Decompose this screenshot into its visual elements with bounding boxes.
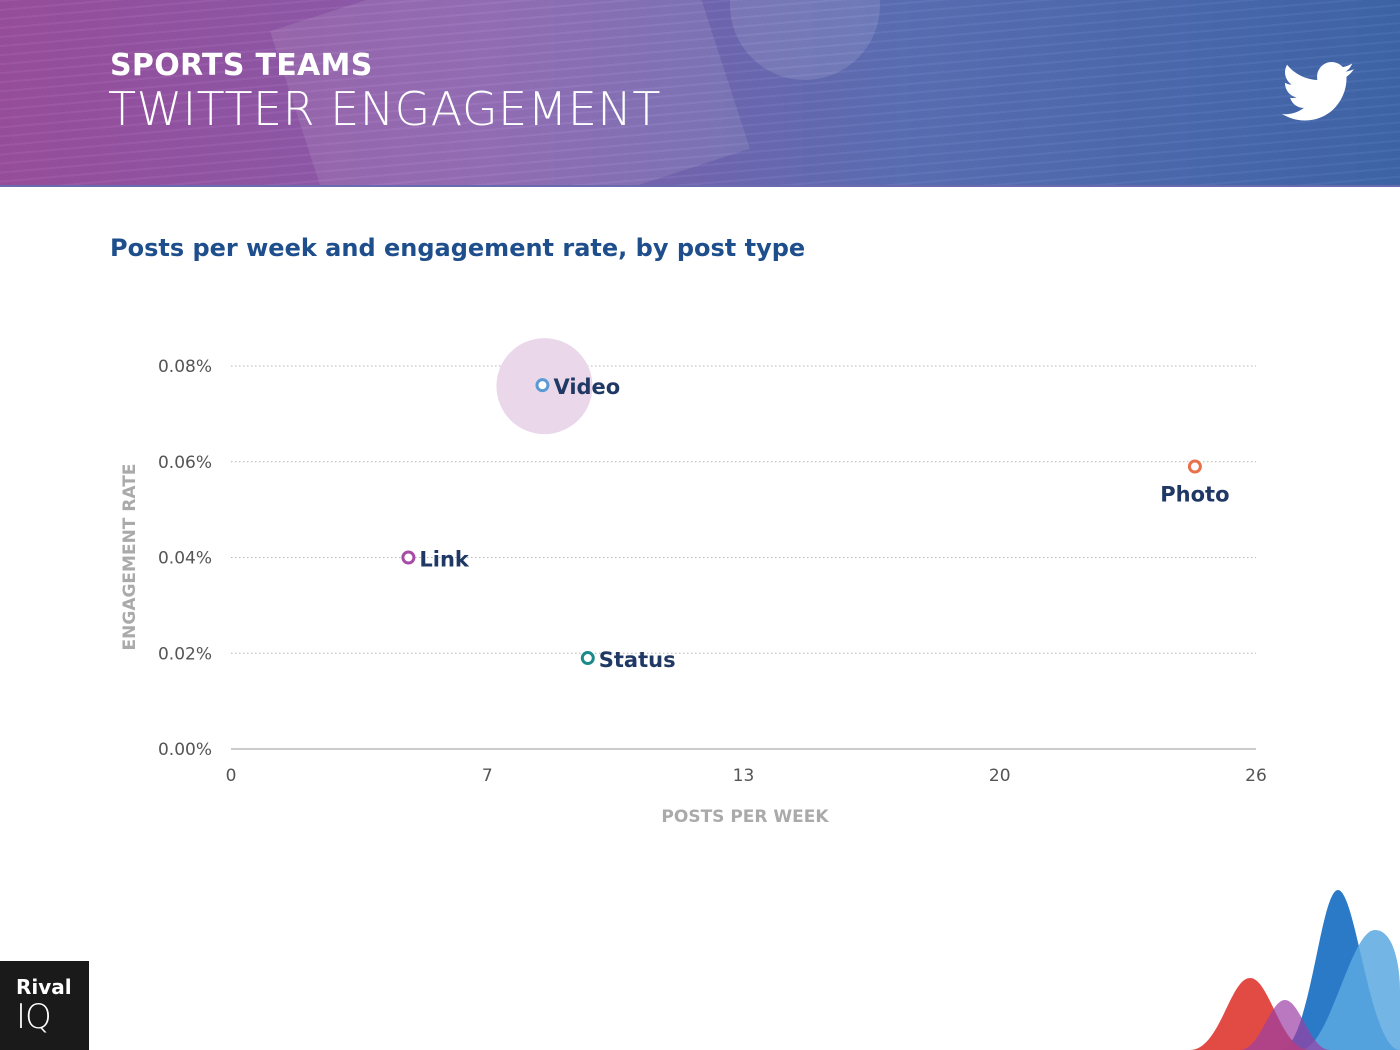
y-axis-title: ENGAGEMENT RATE: [120, 464, 140, 651]
logo-text-top: Rival: [16, 975, 72, 999]
twitter-bird-icon: [1282, 62, 1354, 121]
x-axis-title: POSTS PER WEEK: [661, 807, 829, 827]
rival-iq-logo: Rival IQ: [0, 961, 89, 1050]
y-tick-label: 0.02%: [158, 644, 212, 664]
chart-subtitle: Posts per week and engagement rate, by p…: [110, 234, 806, 262]
header-title: TWITTER ENGAGEMENT: [108, 82, 661, 136]
decorative-waves: [1190, 890, 1400, 1050]
data-label-video: Video: [553, 375, 620, 399]
data-label-link: Link: [419, 548, 470, 572]
x-tick-label: 20: [989, 766, 1011, 786]
y-tick-label: 0.06%: [158, 453, 212, 473]
y-tick-label: 0.08%: [158, 357, 212, 377]
scatter-chart: 0.00% 0.02% 0.04% 0.06% 0.08% 0 7 13 20 26 POSTS P…: [120, 338, 1267, 827]
data-point-video: [535, 378, 550, 393]
header-texture: [0, 0, 1400, 185]
y-tick-label: 0.00%: [158, 740, 212, 760]
data-point-status: [580, 651, 595, 666]
header-kicker: SPORTS TEAMS: [110, 48, 373, 83]
data-label-status: Status: [599, 648, 676, 672]
y-tick-label: 0.04%: [158, 549, 212, 569]
data-point-link: [401, 550, 416, 565]
x-tick-label: 7: [482, 766, 493, 786]
x-tick-label: 13: [733, 766, 755, 786]
x-tick-label: 0: [226, 766, 237, 786]
x-tick-label: 26: [1245, 766, 1267, 786]
header-banner: SPORTS TEAMS TWITTER ENGAGEMENT: [0, 0, 1400, 187]
logo-text-bottom: IQ: [16, 997, 52, 1037]
data-label-photo: Photo: [1160, 483, 1229, 507]
data-point-photo: [1187, 459, 1202, 474]
